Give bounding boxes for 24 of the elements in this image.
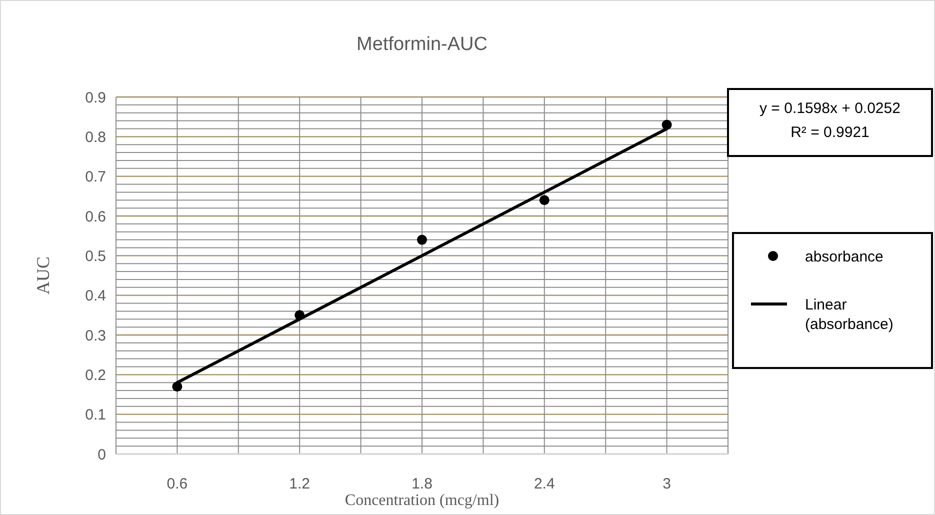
y-axis-title: AUC [33, 256, 53, 295]
y-tick-label: 0.2 [85, 366, 106, 384]
y-tick-label: 0.7 [85, 168, 106, 186]
text: R² = 0.9921 [790, 124, 870, 141]
y-tick-label: 0 [98, 446, 106, 464]
y-tick-label: 0.1 [85, 406, 106, 424]
x-tick-label: 1.8 [412, 475, 432, 492]
y-tick-label: 0.6 [85, 208, 106, 226]
y-tick-label: 0.4 [85, 288, 106, 305]
chart-title: Metformin-AUC [356, 34, 488, 55]
y-tick-label: 0.8 [85, 128, 106, 146]
x-tick-label: 2.4 [534, 475, 555, 492]
x-axis-title: Concentration (mcg/ml) [344, 492, 500, 509]
x-tick-label: 1.2 [289, 475, 310, 492]
text: y = 0.1598x + 0.0252 [760, 100, 900, 117]
point [539, 195, 550, 206]
legend-label: absorbance [805, 248, 884, 266]
x-tick-label: 0.6 [166, 475, 188, 492]
y-tick-label: 0.3 [85, 327, 106, 344]
point [417, 234, 427, 245]
y-tick-label: 0.9 [85, 89, 106, 106]
legend-label: Linear (absorbance) [805, 296, 894, 333]
y-tick-label: 0.5 [85, 248, 106, 265]
x-tick-label: 3 [662, 475, 671, 492]
